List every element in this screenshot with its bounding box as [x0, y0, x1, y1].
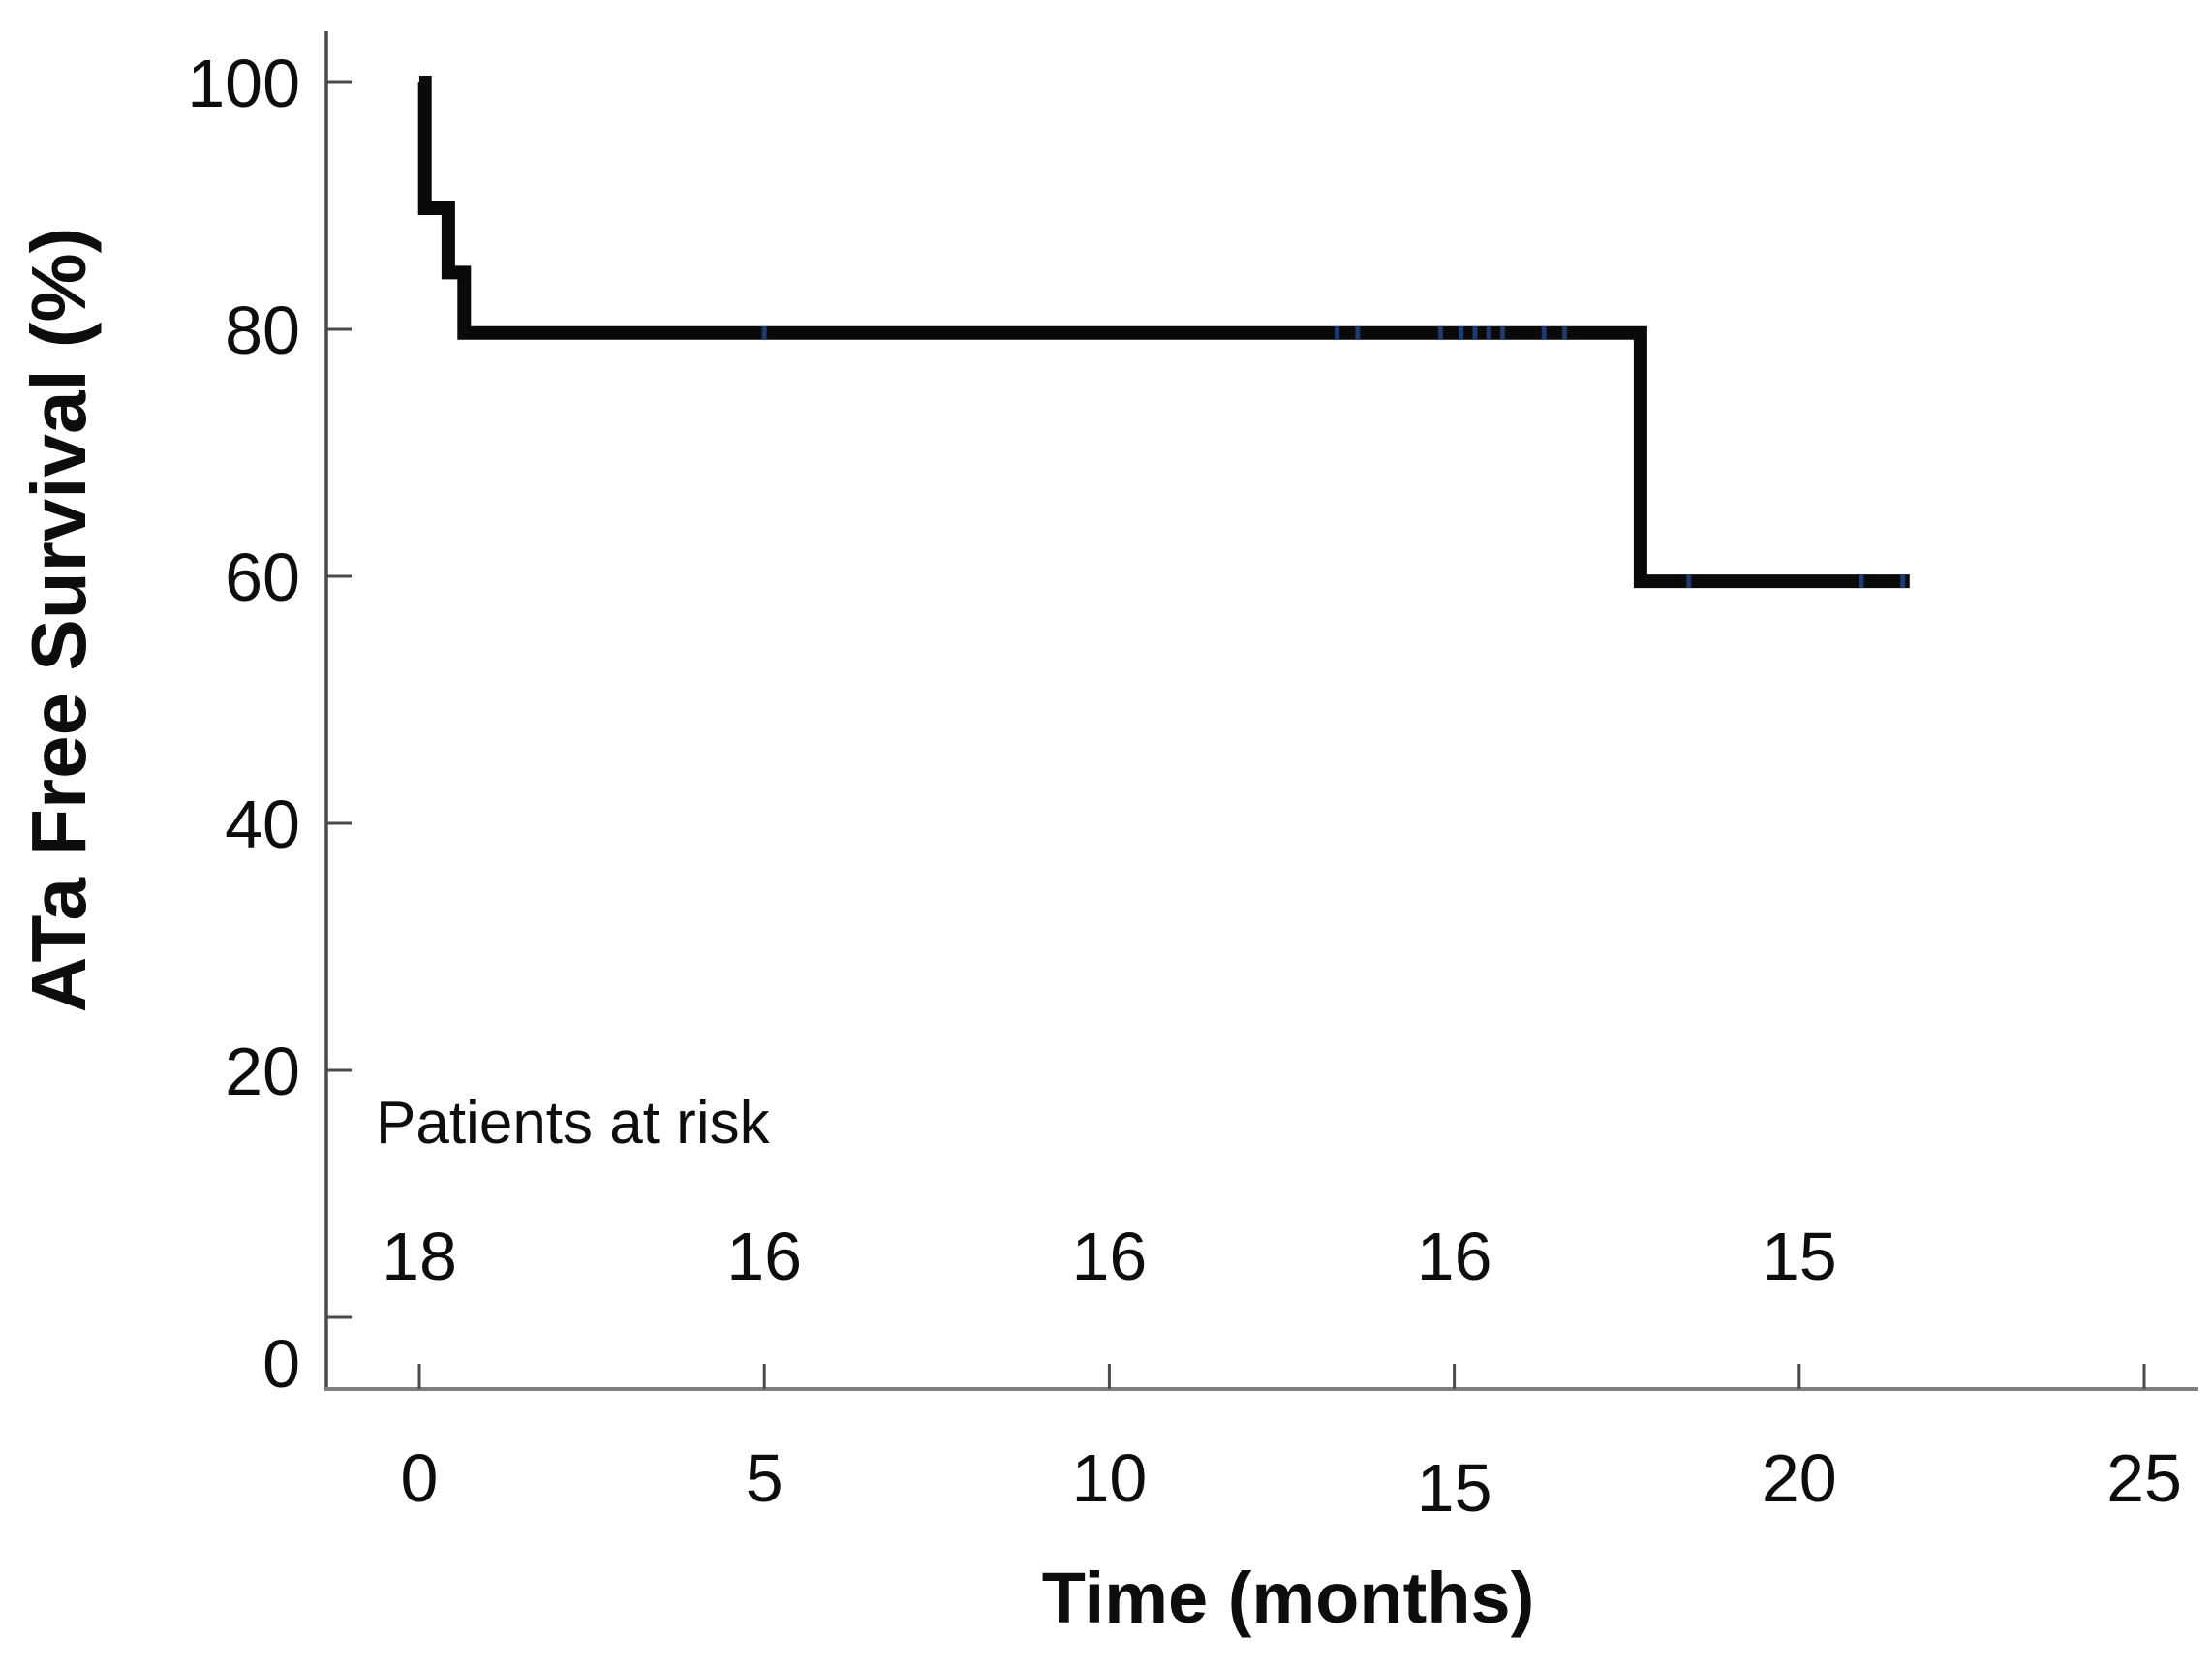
x-tick-label: 25	[2106, 1440, 2182, 1516]
censor-mark	[1334, 325, 1339, 340]
x-axis-title: Time (months)	[1042, 1558, 1534, 1638]
survival-step-curve	[417, 76, 1910, 589]
y-tick-label: 40	[225, 787, 300, 862]
censor-mark	[1562, 325, 1568, 340]
censor-mark	[1859, 574, 1864, 589]
risk-count: 16	[726, 1219, 802, 1294]
censor-mark	[1686, 574, 1692, 589]
censor-mark	[761, 325, 767, 340]
x-tick-label: 20	[1762, 1440, 1837, 1516]
censor-mark	[1459, 325, 1464, 340]
patients-at-risk-group: 18 16 16 16 15	[382, 1219, 1837, 1294]
y-tick-label: 0	[262, 1326, 300, 1402]
censor-mark	[1355, 325, 1361, 340]
y-tick-label: 20	[225, 1034, 300, 1109]
x-tick-label: 0	[401, 1440, 439, 1516]
censor-mark	[1541, 325, 1547, 340]
censor-mark	[1486, 325, 1491, 340]
survival-curve-group	[417, 76, 1910, 589]
risk-count: 16	[1417, 1219, 1492, 1294]
axes-group: 100 80 60 40 20 0 0 5 10 15 20 25	[187, 31, 2198, 1526]
risk-count: 18	[382, 1219, 457, 1294]
censor-mark	[1900, 574, 1906, 589]
censor-mark	[1437, 325, 1443, 340]
x-tick-label: 10	[1071, 1440, 1147, 1516]
risk-count: 15	[1762, 1219, 1837, 1294]
x-tick-label: 15	[1417, 1450, 1492, 1526]
x-tick-label: 5	[746, 1440, 783, 1516]
y-tick-label: 100	[187, 46, 300, 121]
y-tick-label: 60	[225, 540, 300, 615]
patients-at-risk-label: Patients at risk	[376, 1090, 771, 1157]
censor-mark	[1472, 325, 1478, 340]
risk-count: 16	[1071, 1219, 1147, 1294]
y-axis-title: ATa Free Survival (%)	[15, 228, 102, 1013]
censor-mark	[1499, 325, 1505, 340]
y-tick-label: 80	[225, 293, 300, 368]
